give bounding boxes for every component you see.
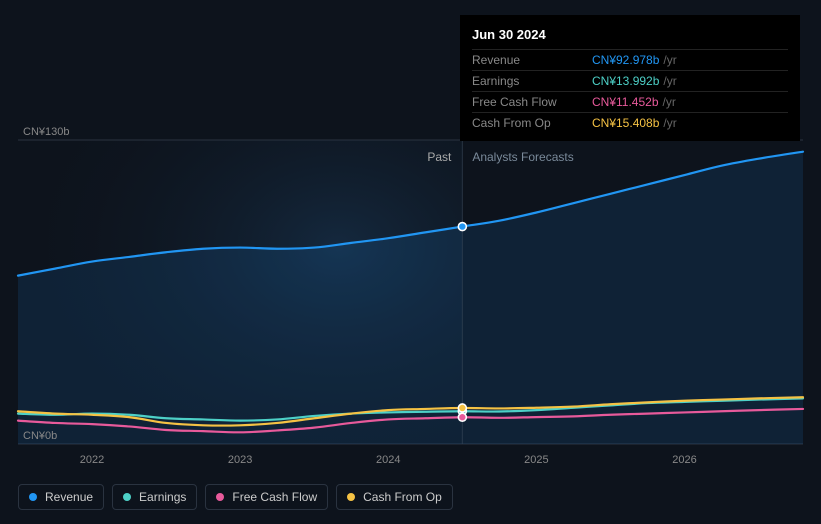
tooltip-row-value: CN¥92.978b [592,51,659,69]
tooltip-row: RevenueCN¥92.978b/yr [472,49,788,70]
legend-item-cash-from-op[interactable]: Cash From Op [336,484,453,510]
legend-item-revenue[interactable]: Revenue [18,484,104,510]
x-axis-label: 2026 [672,454,696,466]
tooltip-row-label: Cash From Op [472,114,592,132]
legend-label: Revenue [45,490,93,504]
legend-dot-icon [216,493,224,501]
tooltip-row: Free Cash FlowCN¥11.452b/yr [472,91,788,112]
tooltip-row-value: CN¥15.408b [592,114,659,132]
x-axis-label: 2024 [376,454,400,466]
y-axis-label: CN¥0b [23,430,57,442]
past-region-label: Past [427,150,451,164]
x-axis-label: 2023 [228,454,252,466]
tooltip-row-label: Earnings [472,72,592,90]
legend-dot-icon [123,493,131,501]
legend-dot-icon [347,493,355,501]
tooltip-row: EarningsCN¥13.992b/yr [472,70,788,91]
forecast-region-label: Analysts Forecasts [472,150,573,164]
tooltip-row-label: Revenue [472,51,592,69]
hover-tooltip: Jun 30 2024 RevenueCN¥92.978b/yrEarnings… [460,15,800,141]
tooltip-row-unit: /yr [663,114,676,132]
tooltip-rows: RevenueCN¥92.978b/yrEarningsCN¥13.992b/y… [472,49,788,133]
x-axis-label: 2022 [80,454,104,466]
tooltip-row-label: Free Cash Flow [472,93,592,111]
tooltip-date: Jun 30 2024 [472,23,788,49]
x-axis-label: 2025 [524,454,548,466]
tooltip-row-unit: /yr [663,93,676,111]
legend-item-free-cash-flow[interactable]: Free Cash Flow [205,484,328,510]
legend-dot-icon [29,493,37,501]
legend-item-earnings[interactable]: Earnings [112,484,197,510]
tooltip-row-value: CN¥13.992b [592,72,659,90]
chart-legend: Revenue Earnings Free Cash Flow Cash From O… [18,484,453,510]
tooltip-row: Cash From OpCN¥15.408b/yr [472,112,788,133]
legend-label: Earnings [139,490,186,504]
tooltip-row-unit: /yr [663,51,676,69]
legend-label: Cash From Op [363,490,442,504]
legend-label: Free Cash Flow [232,490,317,504]
y-axis-label: CN¥130b [23,126,69,138]
tooltip-row-value: CN¥11.452b [592,93,659,111]
tooltip-row-unit: /yr [663,72,676,90]
